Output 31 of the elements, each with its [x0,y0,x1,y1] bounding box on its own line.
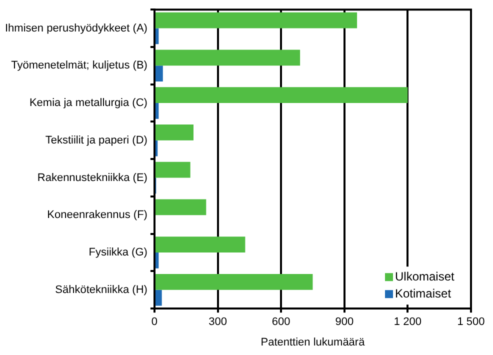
bar [155,28,159,44]
bar [155,87,408,104]
bar [155,274,313,290]
bar [155,103,159,119]
y-tick-label: Sähkötekniikka (H) [55,284,148,296]
bar [155,50,300,66]
y-tick-label: Ihmisen perushyödykkeet (A) [5,22,148,34]
bar [155,66,163,82]
y-tick-label: Koneenrakennus (F) [47,209,148,222]
x-tick-label: 1 200 [394,316,422,328]
y-tick-label: Työmenetelmät; kuljetus (B) [11,60,148,72]
x-tick-label: 300 [208,316,227,328]
legend-label: Ulkomaiset [395,269,456,284]
x-tick-label: 600 [272,316,290,328]
y-tick-label: Rakennustekniikka (E) [37,172,148,184]
bar [155,199,206,216]
y-tick-label: Tekstiilit ja paperi (D) [45,134,148,146]
bar [155,290,162,306]
y-tick-label: Kemia ja metallurgia (C) [29,97,148,110]
x-tick-label: 0 [151,316,158,328]
bar [155,140,158,156]
bar [155,252,159,268]
legend-label: Kotimaiset [395,286,452,300]
bar [155,236,246,253]
x-axis-title: Patenttien lukumäärä [260,336,366,348]
x-tick-label: 900 [335,316,354,328]
bar [155,12,358,28]
x-tick-label: 1 500 [457,316,485,328]
bar [155,162,190,178]
bar [155,124,194,140]
y-tick-label: Fysiikka (G) [88,246,148,259]
